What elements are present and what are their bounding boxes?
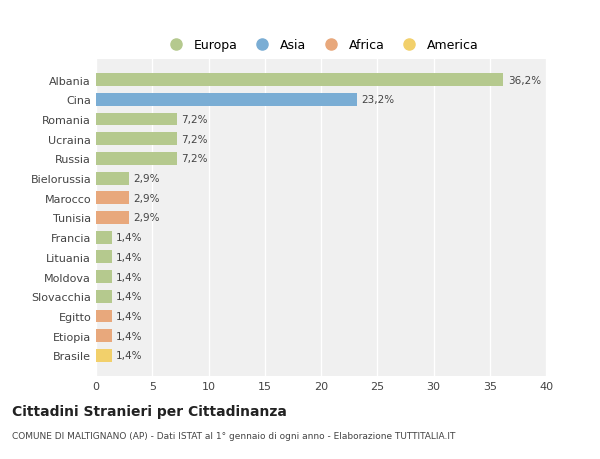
Text: 1,4%: 1,4% xyxy=(116,311,143,321)
Text: 7,2%: 7,2% xyxy=(182,134,208,145)
Text: 1,4%: 1,4% xyxy=(116,351,143,361)
Bar xyxy=(96,231,112,244)
Text: 2,9%: 2,9% xyxy=(133,174,160,184)
Legend: Europa, Asia, Africa, America: Europa, Asia, Africa, America xyxy=(158,34,484,57)
Text: 7,2%: 7,2% xyxy=(182,154,208,164)
Bar xyxy=(96,74,503,87)
Bar xyxy=(96,113,177,126)
Text: 23,2%: 23,2% xyxy=(361,95,395,105)
Bar xyxy=(96,290,112,303)
Text: Cittadini Stranieri per Cittadinanza: Cittadini Stranieri per Cittadinanza xyxy=(12,404,287,418)
Text: 1,4%: 1,4% xyxy=(116,233,143,243)
Bar xyxy=(96,94,357,106)
Text: 2,9%: 2,9% xyxy=(133,213,160,223)
Text: 1,4%: 1,4% xyxy=(116,291,143,302)
Bar xyxy=(96,251,112,264)
Bar xyxy=(96,271,112,283)
Bar xyxy=(96,212,128,224)
Bar xyxy=(96,153,177,165)
Text: 36,2%: 36,2% xyxy=(508,75,541,85)
Bar xyxy=(96,172,128,185)
Bar xyxy=(96,192,128,205)
Bar xyxy=(96,133,177,146)
Bar xyxy=(96,330,112,342)
Text: 7,2%: 7,2% xyxy=(182,115,208,125)
Text: 1,4%: 1,4% xyxy=(116,252,143,263)
Text: COMUNE DI MALTIGNANO (AP) - Dati ISTAT al 1° gennaio di ogni anno - Elaborazione: COMUNE DI MALTIGNANO (AP) - Dati ISTAT a… xyxy=(12,431,455,441)
Bar xyxy=(96,349,112,362)
Text: 1,4%: 1,4% xyxy=(116,331,143,341)
Text: 2,9%: 2,9% xyxy=(133,193,160,203)
Bar xyxy=(96,310,112,323)
Text: 1,4%: 1,4% xyxy=(116,272,143,282)
